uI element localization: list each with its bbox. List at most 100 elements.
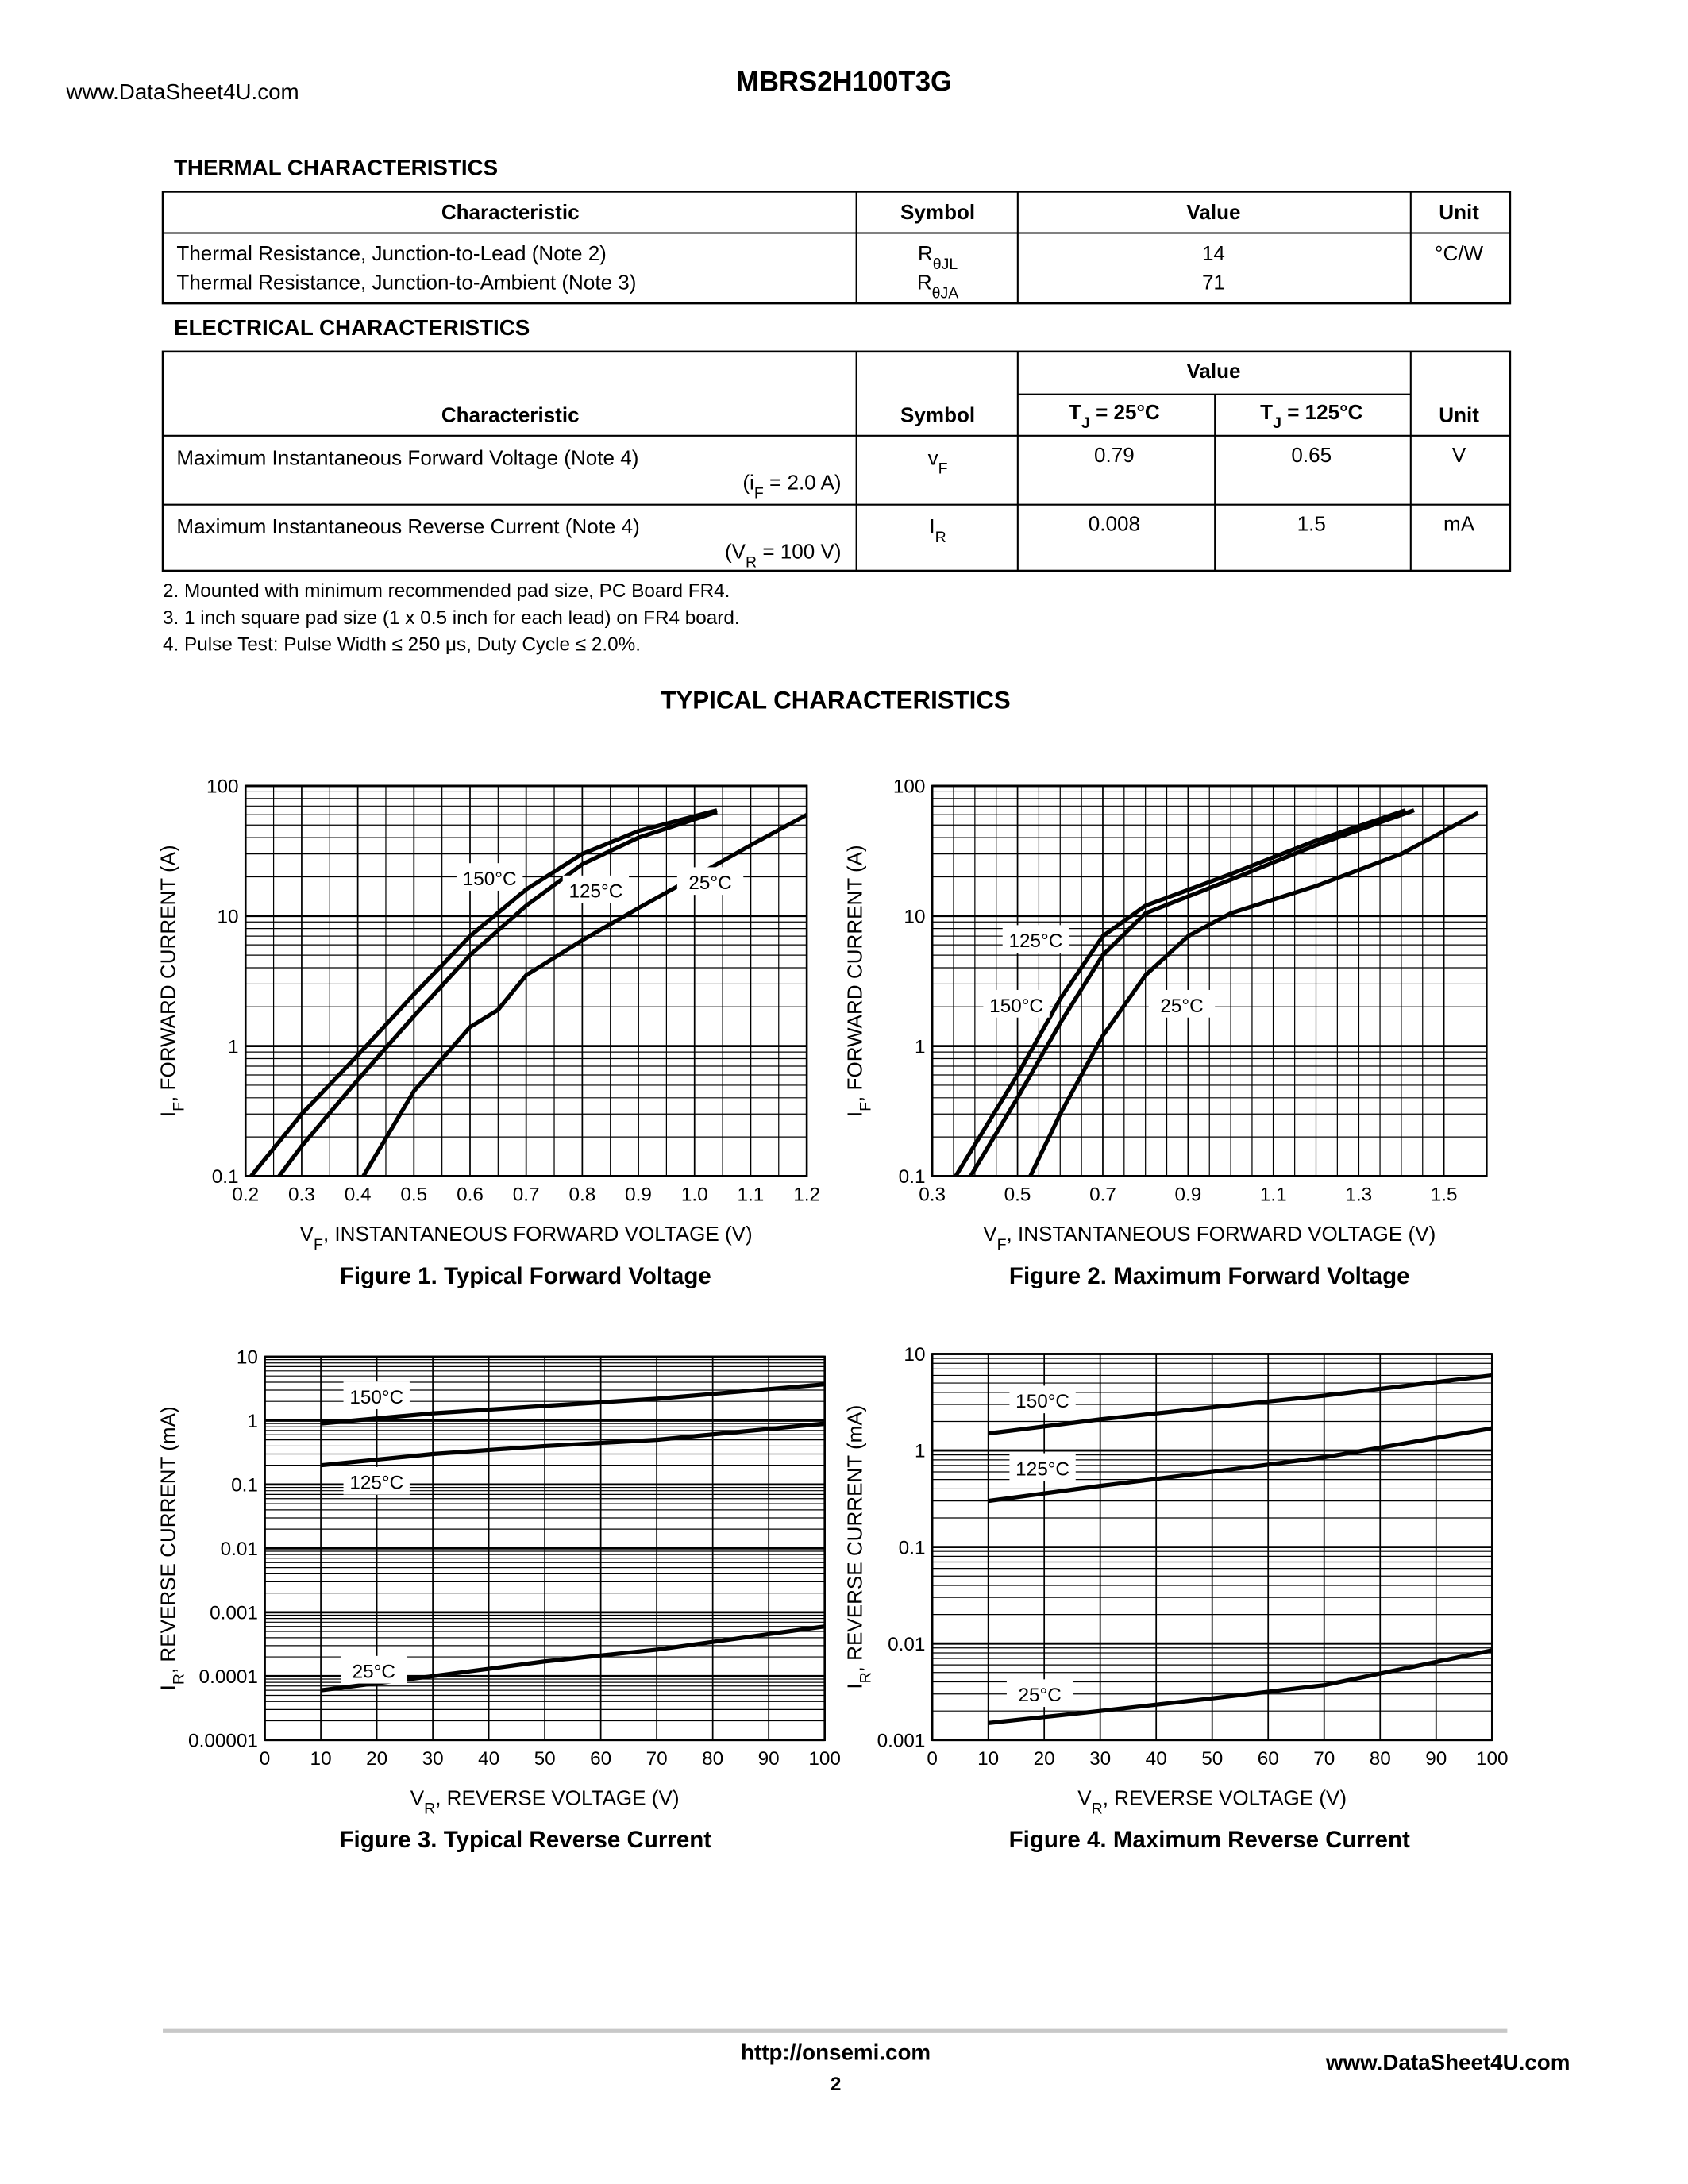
x-tick-label: 30 [1089, 1748, 1111, 1770]
y-tick-label: 0.01 [221, 1539, 258, 1560]
x-tick-label: 0.3 [288, 1184, 315, 1206]
column-header: TJ = 25°C [1069, 400, 1160, 432]
x-tick-label: 60 [590, 1748, 611, 1770]
cell-unit: mA [1443, 512, 1475, 536]
column-header: Characteristic [441, 200, 580, 224]
watermark: www.DataSheet4U.com [1325, 2050, 1570, 2074]
x-tick-label: 80 [702, 1748, 723, 1770]
cell-unit: °C/W [1435, 241, 1483, 265]
x-tick-label: 0.3 [919, 1184, 946, 1206]
text-sub: R [424, 1800, 435, 1817]
cell-value: 0.79 [1094, 443, 1135, 467]
series-label: 150°C [349, 1387, 403, 1408]
page-number: 2 [831, 2074, 842, 2095]
text-base: (V [725, 539, 746, 563]
text-base: I [156, 1111, 180, 1117]
text-rest: , INSTANTANEOUS FORWARD VOLTAGE (V) [1007, 1222, 1436, 1246]
x-tick-label: 0.9 [1174, 1184, 1201, 1206]
cell-text: Thermal Resistance, Junction-to-Ambient … [176, 271, 636, 295]
x-tick-label: 50 [1201, 1748, 1223, 1770]
column-header: TJ = 125°C [1260, 400, 1362, 432]
series-line [969, 808, 1415, 1177]
series-line [249, 808, 718, 1178]
x-tick-label: 100 [808, 1748, 841, 1770]
y-tick-label: 0.1 [899, 1166, 926, 1188]
footnote: 4. Pulse Test: Pulse Width ≤ 250 μs, Dut… [163, 634, 641, 656]
x-axis-label: VR, REVERSE VOLTAGE (V) [1077, 1785, 1347, 1817]
series-label: 125°C [1015, 1458, 1069, 1480]
cell-text: Maximum Instantaneous Reverse Current (N… [176, 514, 639, 538]
column-header: Unit [1439, 403, 1479, 426]
y-tick-label: 0.001 [877, 1730, 926, 1751]
text-rest: , REVERSE VOLTAGE (V) [435, 1785, 679, 1809]
y-tick-label: 10 [904, 906, 925, 927]
text-base: T [1260, 400, 1273, 424]
text-sub: θJA [932, 285, 959, 302]
footer-url: http://onsemi.com [741, 2040, 931, 2065]
text-sub: F [938, 460, 948, 477]
text-rest: = 100 V) [757, 539, 841, 563]
text-sub: J [1273, 414, 1281, 432]
table-border [161, 191, 1512, 305]
text-base: (i [742, 471, 753, 495]
x-tick-label: 90 [758, 1748, 780, 1770]
cell-value: 71 [1202, 271, 1225, 295]
y-tick-label: 1 [915, 1036, 926, 1057]
column-header: Symbol [900, 403, 975, 426]
series-line [320, 1382, 825, 1426]
cell-text: Maximum Instantaneous Forward Voltage (N… [176, 445, 638, 469]
x-tick-label: 0.8 [568, 1184, 595, 1206]
x-tick-label: 0.4 [345, 1184, 372, 1206]
x-tick-label: 1.2 [793, 1184, 820, 1206]
cell-condition: (VR = 100 V) [725, 539, 842, 571]
series-line [954, 808, 1407, 1177]
footnote: 3. 1 inch square pad size (1 x 0.5 inch … [163, 607, 740, 629]
x-tick-label: 0.9 [625, 1184, 652, 1206]
y-tick-label: 1 [915, 1441, 926, 1462]
y-axis-label: IF, FORWARD CURRENT (A) [843, 845, 875, 1117]
text-base: V [410, 1785, 425, 1809]
series-label: 150°C [1015, 1391, 1069, 1412]
cell-value: 0.008 [1089, 512, 1140, 536]
text-base: V [1077, 1785, 1092, 1809]
x-tick-label: 50 [534, 1748, 556, 1770]
text-rest: , FORWARD CURRENT (A) [156, 845, 180, 1102]
text-sub: R [857, 1672, 875, 1683]
text-base: I [843, 1111, 867, 1117]
text-sub: θJL [933, 256, 958, 273]
x-tick-label: 20 [366, 1748, 387, 1770]
text-base: T [1069, 400, 1081, 424]
x-tick-label: 0 [927, 1748, 938, 1770]
series-label: 125°C [1009, 930, 1063, 952]
label-background [1148, 989, 1216, 1018]
text-rest: = 2.0 A) [764, 471, 842, 495]
column-header: Unit [1439, 200, 1479, 224]
y-tick-label: 10 [237, 1347, 258, 1369]
cell-condition: (iF = 2.0 A) [742, 471, 841, 503]
plot-frame [931, 1353, 1493, 1742]
text-base: I [156, 1685, 180, 1690]
x-tick-label: 70 [1313, 1748, 1335, 1770]
x-tick-label: 1.3 [1345, 1184, 1372, 1206]
figure-caption: Figure 4. Maximum Reverse Current [1009, 1827, 1410, 1853]
cell-value: 1.5 [1297, 512, 1326, 536]
column-header: Characteristic [441, 403, 580, 426]
x-tick-label: 10 [977, 1748, 999, 1770]
text-rest: , INSTANTANEOUS FORWARD VOLTAGE (V) [323, 1222, 753, 1246]
label-background [456, 863, 523, 891]
y-axis-label: IF, FORWARD CURRENT (A) [156, 845, 188, 1117]
cell-symbol: vF [928, 445, 948, 477]
x-tick-label: 0.2 [232, 1184, 259, 1206]
figure-caption: Figure 2. Maximum Forward Voltage [1009, 1263, 1410, 1289]
series-label: 25°C [1018, 1685, 1061, 1706]
x-tick-label: 20 [1034, 1748, 1055, 1770]
series-line [320, 1421, 825, 1468]
text-base: I [929, 514, 935, 538]
x-axis-label: VF, INSTANTANEOUS FORWARD VOLTAGE (V) [983, 1222, 1436, 1254]
cell-symbol: RθJA [917, 271, 958, 302]
text-rest: , REVERSE CURRENT (mA) [156, 1406, 180, 1674]
watermark: www.DataSheet4U.com [65, 79, 299, 104]
text-sub: J [1081, 414, 1090, 432]
